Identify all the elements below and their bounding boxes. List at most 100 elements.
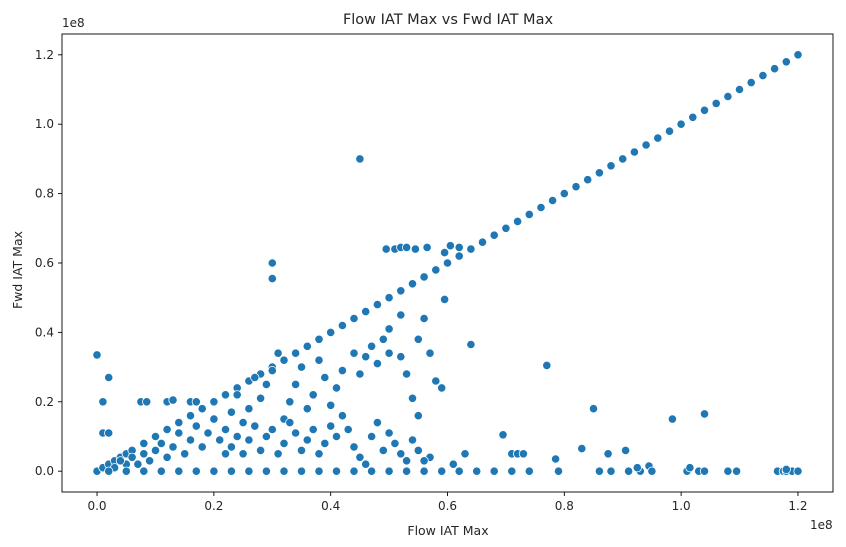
x-tick-label: 1.2 (788, 499, 807, 513)
data-point (419, 272, 429, 282)
data-point (209, 397, 219, 407)
data-point (121, 466, 131, 476)
y-tick-label: 0.0 (35, 464, 54, 478)
data-point (466, 339, 476, 350)
data-point (413, 411, 423, 421)
x-axis: 0.0 0.2 0.4 0.6 0.8 1.0 1.2 (87, 492, 808, 513)
data-point (273, 348, 283, 358)
data-point (466, 244, 476, 254)
data-point (685, 463, 695, 473)
data-point (320, 438, 330, 448)
y-axis: 0.0 0.2 0.4 0.6 0.8 1.0 1.2 (35, 48, 62, 478)
data-point (150, 445, 161, 455)
data-point (542, 360, 552, 370)
data-point (104, 466, 114, 476)
data-point (349, 466, 359, 476)
data-point (139, 449, 149, 459)
data-point (279, 355, 289, 365)
data-point (244, 404, 254, 414)
data-point (168, 442, 178, 452)
data-point (711, 98, 721, 109)
data-point (331, 383, 342, 393)
x-tick-label: 0.2 (204, 499, 223, 513)
data-point (512, 216, 523, 226)
y-offset-label: 1e8 (62, 16, 85, 30)
data-point (410, 244, 420, 254)
data-point (226, 466, 236, 476)
data-point (337, 320, 347, 331)
data-point (381, 244, 391, 254)
data-point (623, 466, 634, 476)
data-point (279, 438, 289, 448)
data-point (355, 452, 365, 462)
y-tick-label: 0.8 (35, 187, 54, 201)
data-point (372, 299, 382, 310)
data-point (498, 430, 508, 440)
data-point (390, 438, 400, 448)
data-point (384, 466, 394, 476)
data-point (793, 50, 803, 60)
data-point (507, 466, 517, 476)
data-point (197, 442, 207, 452)
data-point (407, 393, 418, 403)
data-point (620, 445, 631, 455)
plot-area (92, 50, 803, 476)
data-point (250, 372, 260, 383)
x-axis-label: Flow IAT Max (407, 523, 488, 538)
data-point (220, 390, 231, 400)
data-point (337, 411, 347, 421)
data-point (699, 409, 710, 419)
data-point (372, 417, 382, 428)
data-point (454, 251, 464, 261)
data-point (314, 466, 324, 476)
data-point (384, 428, 394, 438)
data-point (594, 168, 605, 178)
data-point (203, 428, 213, 438)
data-point (355, 369, 365, 379)
data-point (104, 428, 114, 438)
data-point (191, 466, 201, 476)
data-point (174, 428, 184, 438)
data-point (314, 355, 324, 365)
data-point (296, 362, 307, 372)
data-point (384, 324, 394, 334)
data-point (261, 466, 271, 476)
data-point (401, 466, 412, 476)
data-point (180, 449, 190, 459)
data-point (250, 421, 260, 431)
data-point (290, 379, 301, 389)
data-point (290, 428, 301, 438)
data-point (296, 466, 307, 476)
data-point (185, 435, 196, 445)
data-point (290, 348, 301, 358)
data-point (226, 407, 236, 417)
data-point (407, 279, 418, 289)
data-point (191, 397, 201, 407)
data-point (384, 293, 394, 303)
data-point (98, 397, 108, 407)
data-point (460, 449, 470, 459)
data-point (314, 334, 324, 344)
data-point (536, 202, 546, 213)
data-point (226, 442, 236, 452)
data-point (156, 438, 166, 448)
data-point (238, 449, 248, 459)
data-point (331, 466, 342, 476)
y-tick-label: 1.2 (35, 48, 54, 62)
data-point (641, 140, 651, 150)
data-point (518, 449, 529, 459)
data-point (583, 175, 593, 185)
chart-title: Flow IAT Max vs Fwd IAT Max (343, 12, 554, 28)
data-point (209, 466, 219, 476)
data-point (220, 449, 231, 459)
data-point (331, 431, 342, 442)
data-point (326, 327, 336, 337)
data-point (308, 390, 318, 400)
data-point (267, 365, 277, 376)
data-point (349, 313, 359, 324)
data-point (419, 456, 429, 466)
data-point (758, 71, 768, 81)
data-point (688, 112, 698, 122)
data-point (618, 154, 628, 164)
